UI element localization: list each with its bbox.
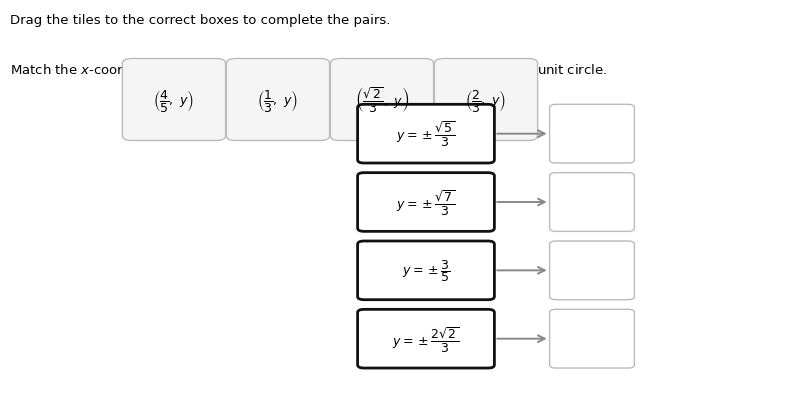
FancyBboxPatch shape: [226, 59, 330, 141]
Text: $\left(\dfrac{1}{3},\ y\right)$: $\left(\dfrac{1}{3},\ y\right)$: [258, 87, 298, 113]
FancyBboxPatch shape: [358, 310, 494, 368]
FancyBboxPatch shape: [358, 173, 494, 232]
Text: $y = \pm\dfrac{2\sqrt{2}}{3}$: $y = \pm\dfrac{2\sqrt{2}}{3}$: [392, 324, 460, 354]
Text: $\left(\dfrac{\sqrt{2}}{3},\ y\right)$: $\left(\dfrac{\sqrt{2}}{3},\ y\right)$: [355, 85, 409, 115]
Text: $\left(\dfrac{4}{5},\ y\right)$: $\left(\dfrac{4}{5},\ y\right)$: [154, 87, 194, 113]
FancyBboxPatch shape: [550, 241, 634, 300]
FancyBboxPatch shape: [550, 173, 634, 232]
FancyBboxPatch shape: [550, 105, 634, 164]
Text: $y = \pm\dfrac{\sqrt{5}}{3}$: $y = \pm\dfrac{\sqrt{5}}{3}$: [396, 119, 456, 149]
Text: $y = \pm\dfrac{3}{5}$: $y = \pm\dfrac{3}{5}$: [402, 258, 450, 284]
Text: Drag the tiles to the correct boxes to complete the pairs.: Drag the tiles to the correct boxes to c…: [10, 14, 390, 27]
Text: $y = \pm\dfrac{\sqrt{7}}{3}$: $y = \pm\dfrac{\sqrt{7}}{3}$: [396, 188, 456, 217]
Text: $\left(\dfrac{2}{3},\ y\right)$: $\left(\dfrac{2}{3},\ y\right)$: [466, 87, 506, 113]
Text: Match the $\mathit{x}$-coordinates with their corresponding pairs of $\mathit{y}: Match the $\mathit{x}$-coordinates with …: [10, 62, 607, 79]
FancyBboxPatch shape: [358, 105, 494, 164]
FancyBboxPatch shape: [434, 59, 538, 141]
FancyBboxPatch shape: [122, 59, 226, 141]
FancyBboxPatch shape: [550, 310, 634, 368]
FancyBboxPatch shape: [358, 241, 494, 300]
FancyBboxPatch shape: [330, 59, 434, 141]
